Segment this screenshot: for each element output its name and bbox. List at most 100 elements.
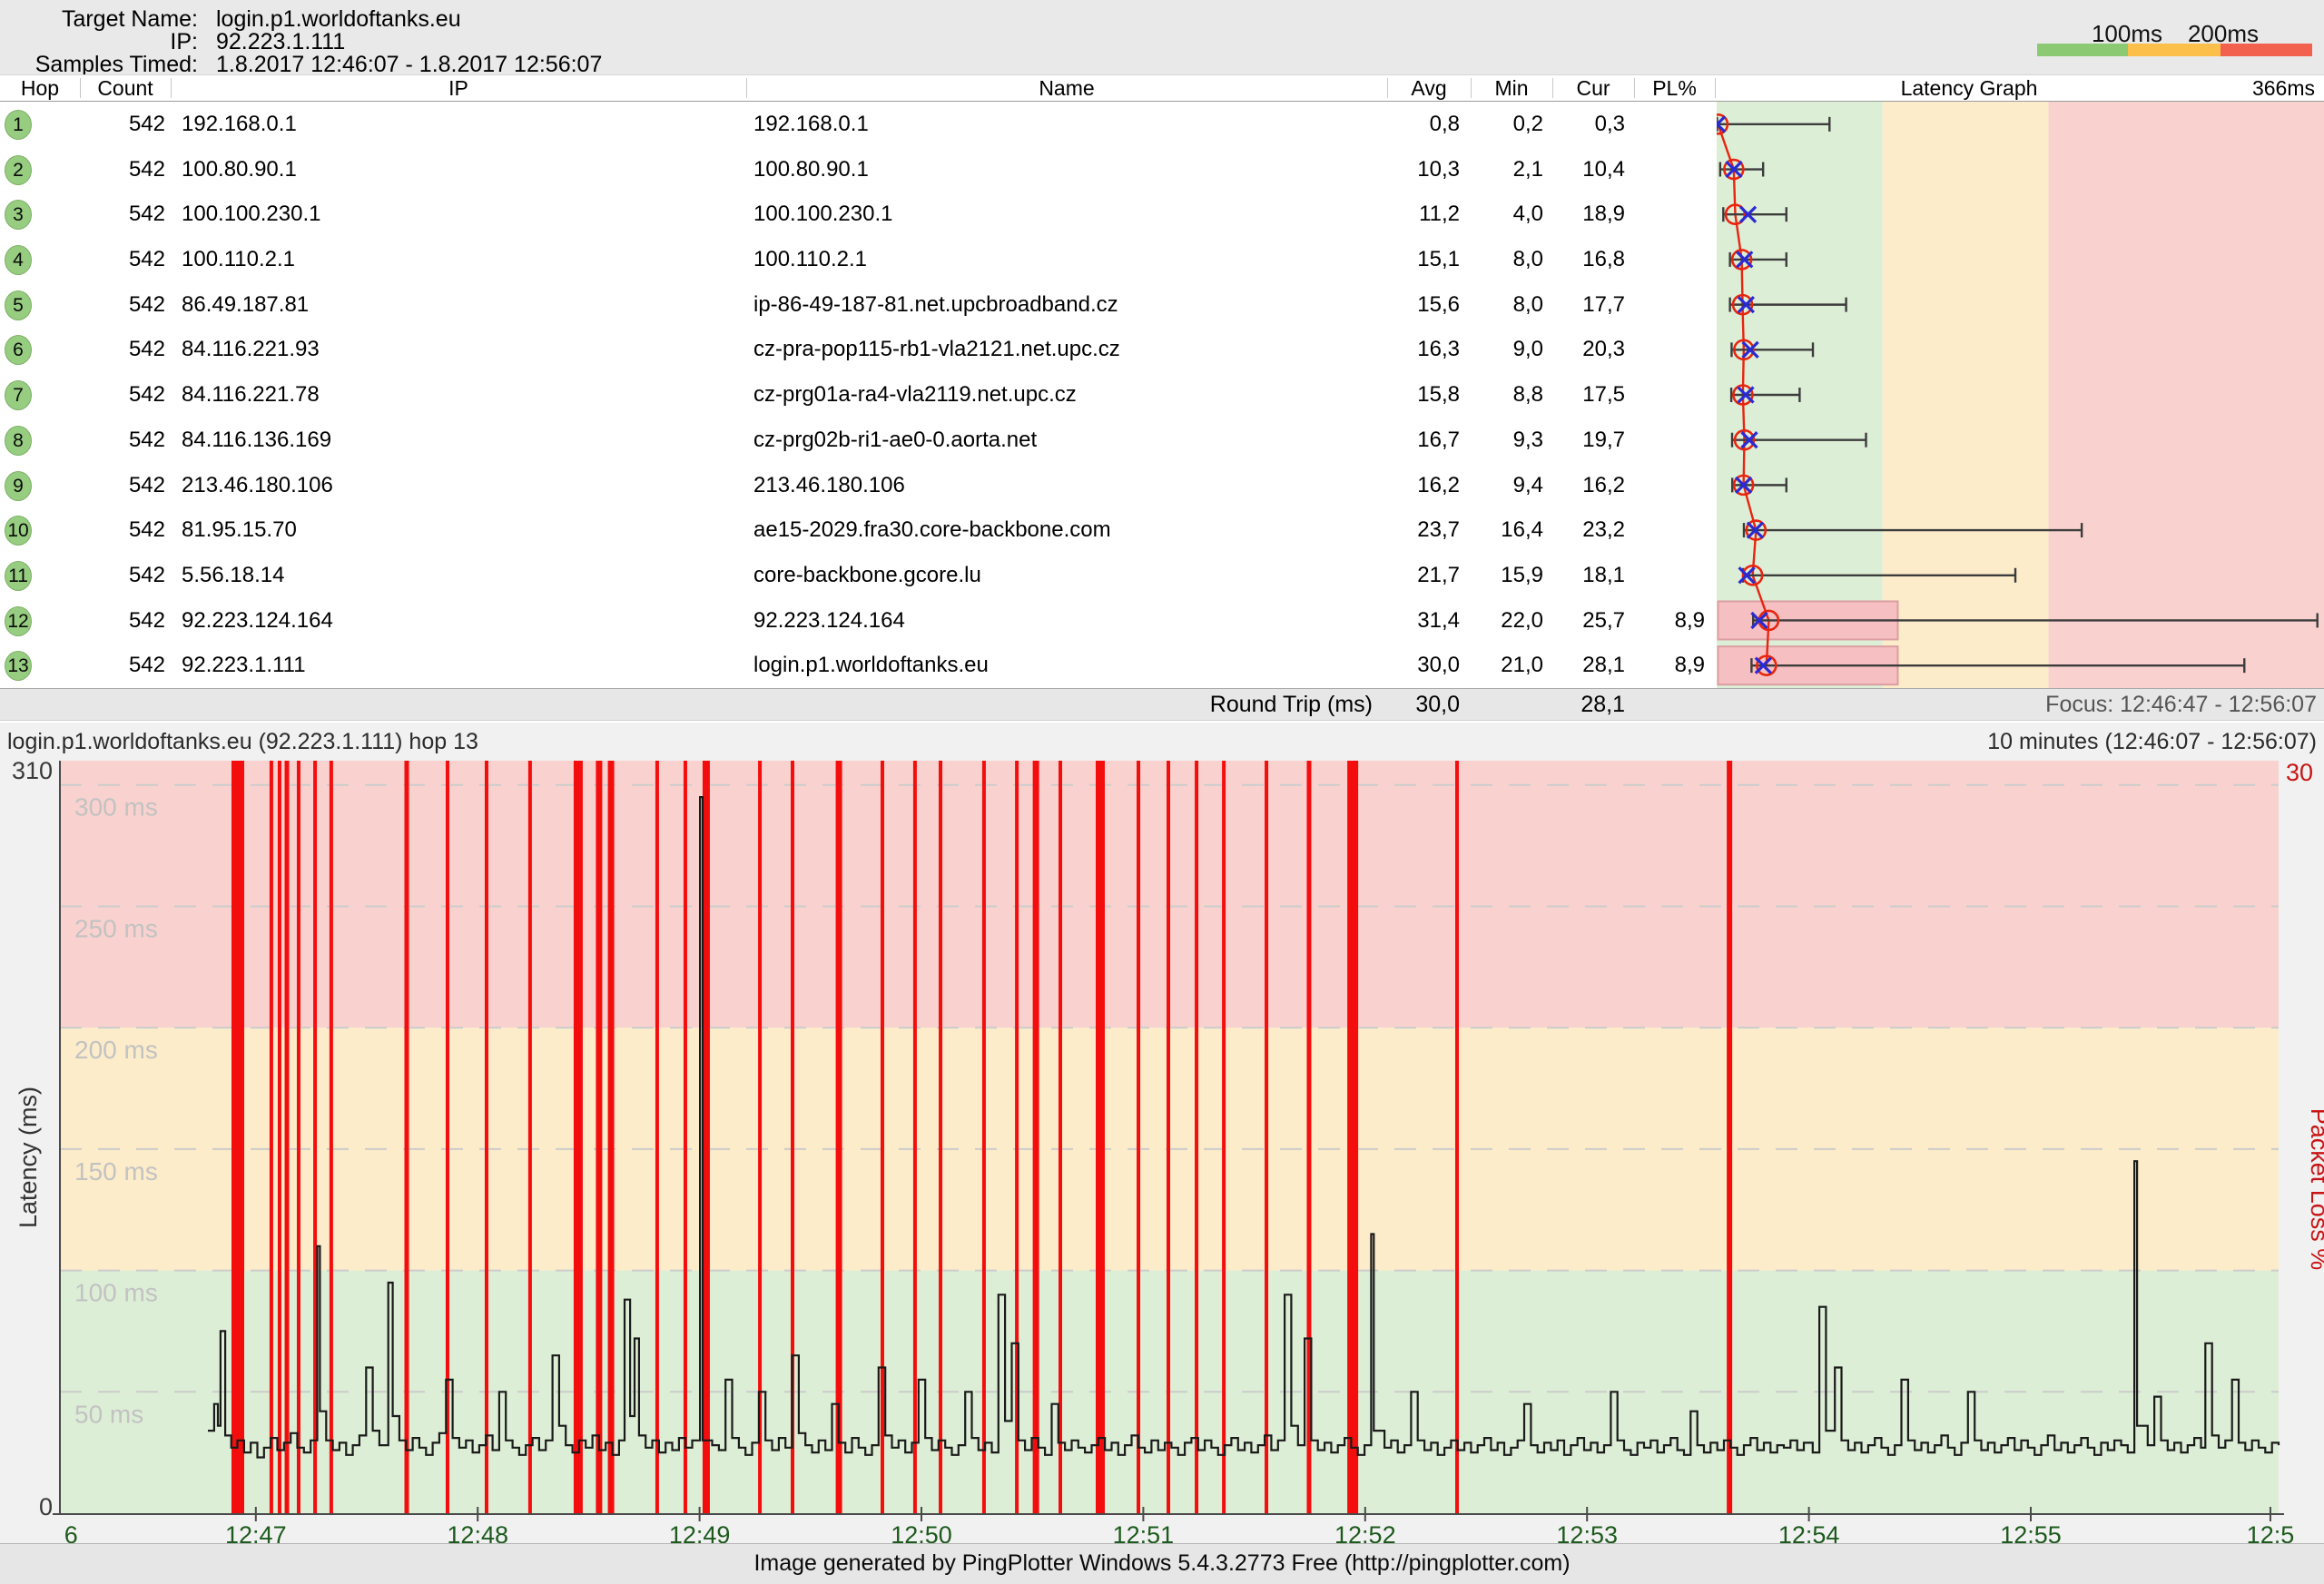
cell-ip: 100.100.230.1 bbox=[182, 192, 735, 237]
cell-ip: 81.95.15.70 bbox=[182, 507, 735, 553]
hop-number-badge: 11 bbox=[5, 561, 32, 591]
col-header-pl[interactable]: PL% bbox=[1634, 75, 1715, 101]
packet-loss-bar bbox=[684, 761, 687, 1513]
col-header-cur[interactable]: Cur bbox=[1552, 75, 1634, 101]
cell-count: 542 bbox=[80, 643, 165, 688]
packet-loss-bar bbox=[1167, 761, 1170, 1513]
pingplotter-window: { "header": { "target_label": "Target Na… bbox=[0, 0, 2324, 1583]
cell-ip: 86.49.187.81 bbox=[182, 282, 735, 328]
packet-loss-bar bbox=[881, 761, 884, 1513]
x-tick-label[interactable]: 12:47 bbox=[225, 1521, 287, 1543]
cell-name: 100.110.2.1 bbox=[753, 237, 1380, 282]
x-tick-label[interactable]: 12:55 bbox=[2000, 1521, 2062, 1543]
cell-count: 542 bbox=[80, 553, 165, 598]
packet-loss-bar bbox=[939, 761, 942, 1513]
cell-packet-loss bbox=[1627, 102, 1705, 147]
cell-cur: 19,7 bbox=[1545, 418, 1625, 463]
samples-timed-value: 1.8.2017 12:46:07 - 1.8.2017 12:56:07 bbox=[216, 53, 602, 76]
ip-value: 92.223.1.111 bbox=[216, 30, 345, 54]
x-tick-label[interactable]: 12:52 bbox=[1334, 1521, 1396, 1543]
packet-loss-axis-label: Packet Loss % bbox=[2306, 1108, 2324, 1271]
timeline-graph[interactable]: 300 ms250 ms200 ms150 ms100 ms50 ms31003… bbox=[0, 753, 2324, 1543]
cell-avg: 30,0 bbox=[1369, 643, 1460, 688]
cell-count: 542 bbox=[80, 463, 165, 508]
packet-loss-bar bbox=[404, 761, 409, 1513]
col-header-avg[interactable]: Avg bbox=[1387, 75, 1471, 101]
col-header-count[interactable]: Count bbox=[80, 75, 171, 101]
x-tick-label[interactable]: 12:51 bbox=[1113, 1521, 1175, 1543]
col-header-hop[interactable]: Hop bbox=[0, 75, 80, 101]
packet-loss-bar bbox=[1222, 761, 1226, 1513]
cell-ip: 84.116.221.78 bbox=[182, 372, 735, 418]
hop-number-badge: 9 bbox=[5, 471, 32, 501]
cell-packet-loss bbox=[1627, 553, 1705, 598]
footer-credit: Image generated by PingPlotter Windows 5… bbox=[0, 1543, 2324, 1584]
cell-min: 8,0 bbox=[1463, 237, 1543, 282]
hop-number-badge: 1 bbox=[5, 110, 32, 140]
cell-count: 542 bbox=[80, 418, 165, 463]
hop-latency-graph[interactable] bbox=[1717, 102, 2324, 688]
packet-loss-bar bbox=[1455, 761, 1459, 1513]
cell-min: 21,0 bbox=[1463, 643, 1543, 688]
timeline-title-right[interactable]: 10 minutes (12:46:07 - 12:56:07) bbox=[1987, 728, 2317, 755]
gridline-label: 250 ms bbox=[74, 914, 158, 942]
col-header-latency-graph[interactable]: Latency Graph bbox=[1715, 75, 2223, 101]
cell-count: 542 bbox=[80, 237, 165, 282]
cell-min: 4,0 bbox=[1463, 192, 1543, 237]
cell-avg: 15,8 bbox=[1369, 372, 1460, 418]
target-name-value: login.p1.worldoftanks.eu bbox=[216, 7, 461, 31]
cell-cur: 17,7 bbox=[1545, 282, 1625, 328]
x-tick-label[interactable]: 12:48 bbox=[447, 1521, 508, 1543]
packet-loss-bar bbox=[1033, 761, 1039, 1513]
column-divider bbox=[1471, 78, 1472, 98]
cell-packet-loss: 8,9 bbox=[1627, 598, 1705, 644]
gridline-label: 300 ms bbox=[74, 793, 158, 822]
cell-name: ae15-2029.fra30.core-backbone.com bbox=[753, 507, 1380, 553]
focus-range-label[interactable]: Focus: 12:46:47 - 12:56:07 bbox=[2045, 689, 2317, 720]
col-header-min[interactable]: Min bbox=[1471, 75, 1552, 101]
col-header-name[interactable]: Name bbox=[746, 75, 1387, 101]
cell-cur: 20,3 bbox=[1545, 327, 1625, 372]
col-header-ip[interactable]: IP bbox=[171, 75, 746, 101]
packet-loss-bar bbox=[485, 761, 488, 1513]
target-name-label: Target Name: bbox=[0, 7, 198, 31]
cell-avg: 15,6 bbox=[1369, 282, 1460, 328]
packet-loss-bar bbox=[982, 761, 986, 1513]
x-tick-label[interactable]: 12:49 bbox=[669, 1521, 731, 1543]
cell-min: 8,0 bbox=[1463, 282, 1543, 328]
packet-loss-bar bbox=[608, 761, 615, 1513]
cell-count: 542 bbox=[80, 192, 165, 237]
cell-min: 16,4 bbox=[1463, 507, 1543, 553]
cell-name: core-backbone.gcore.lu bbox=[753, 553, 1380, 598]
cell-packet-loss bbox=[1627, 237, 1705, 282]
gridline-label: 150 ms bbox=[74, 1157, 158, 1186]
cell-cur: 18,9 bbox=[1545, 192, 1625, 237]
packet-loss-max-label: 30 bbox=[2286, 759, 2313, 786]
packet-loss-bar bbox=[1137, 761, 1140, 1513]
cell-cur: 25,7 bbox=[1545, 598, 1625, 644]
x-tick-label[interactable]: 12:50 bbox=[891, 1521, 952, 1543]
trace-table-header: Hop Count IP Name Avg Min Cur PL% Latenc… bbox=[0, 74, 2324, 103]
x-tick-label[interactable]: 6 bbox=[64, 1521, 78, 1543]
cell-packet-loss bbox=[1627, 147, 1705, 192]
cell-ip: 213.46.180.106 bbox=[182, 463, 735, 508]
x-tick-label[interactable]: 12:54 bbox=[1778, 1521, 1840, 1543]
cell-packet-loss bbox=[1627, 463, 1705, 508]
cell-packet-loss bbox=[1627, 327, 1705, 372]
timeline-title-left: login.p1.worldoftanks.eu (92.223.1.111) … bbox=[7, 728, 478, 755]
cell-min: 2,1 bbox=[1463, 147, 1543, 192]
cell-min: 0,2 bbox=[1463, 102, 1543, 147]
x-tick-label[interactable]: 12:5 bbox=[2247, 1521, 2295, 1543]
cell-cur: 10,4 bbox=[1545, 147, 1625, 192]
hop-number-badge: 6 bbox=[5, 335, 32, 365]
cell-name: 213.46.180.106 bbox=[753, 463, 1380, 508]
hop-number-badge: 8 bbox=[5, 426, 32, 456]
packet-loss-bar bbox=[1195, 761, 1198, 1513]
packet-loss-bar bbox=[278, 761, 281, 1513]
packet-loss-bar bbox=[655, 761, 659, 1513]
packet-loss-bar bbox=[836, 761, 842, 1513]
column-divider bbox=[171, 78, 172, 98]
x-tick-label[interactable]: 12:53 bbox=[1556, 1521, 1618, 1543]
gridline-label: 100 ms bbox=[74, 1279, 158, 1307]
column-divider bbox=[1715, 78, 1716, 98]
